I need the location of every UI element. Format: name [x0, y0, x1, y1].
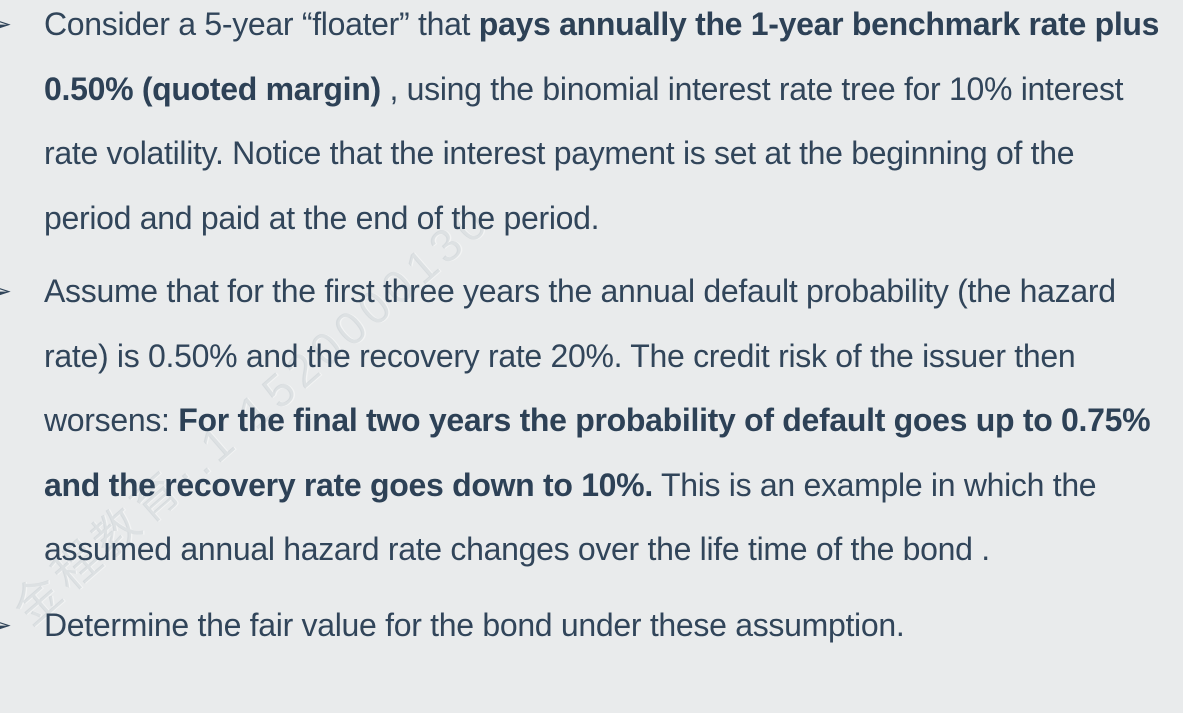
bullet-text-segment: Consider a 5-year “floater” that	[44, 6, 479, 42]
bullet-text-segment: Determine the fair value for the bond un…	[44, 606, 905, 643]
bullet-text-segment-bold: For the final two years the probability …	[44, 402, 1151, 503]
bullet-text-segment: This is an example in which the assumed …	[44, 466, 1097, 568]
arrow-bullet-icon: ➢	[0, 0, 12, 58]
arrow-bullet-icon: ➢	[0, 260, 12, 325]
bullet-paragraph-determine-fair-value: ➢ Determine the fair value for the bond u…	[0, 593, 1165, 658]
bullet-text-segment: Assume that for the first three years th…	[44, 273, 1116, 438]
bullet-paragraph-floater: ➢ Consider a 5-year “floater” that pays a…	[0, 0, 1165, 250]
bullet-text-segment-bold: pays annually the 1-year benchmark rate …	[44, 6, 1160, 107]
bullet-text-segment: , using the binomial interest rate tree …	[44, 70, 1124, 236]
bullet-paragraph-hazard-rate: ➢ Assume that for the first three years t…	[0, 259, 1165, 582]
arrow-bullet-icon: ➢	[0, 594, 12, 659]
slide-body: ➢ Consider a 5-year “floater” that pays a…	[0, 0, 1165, 658]
